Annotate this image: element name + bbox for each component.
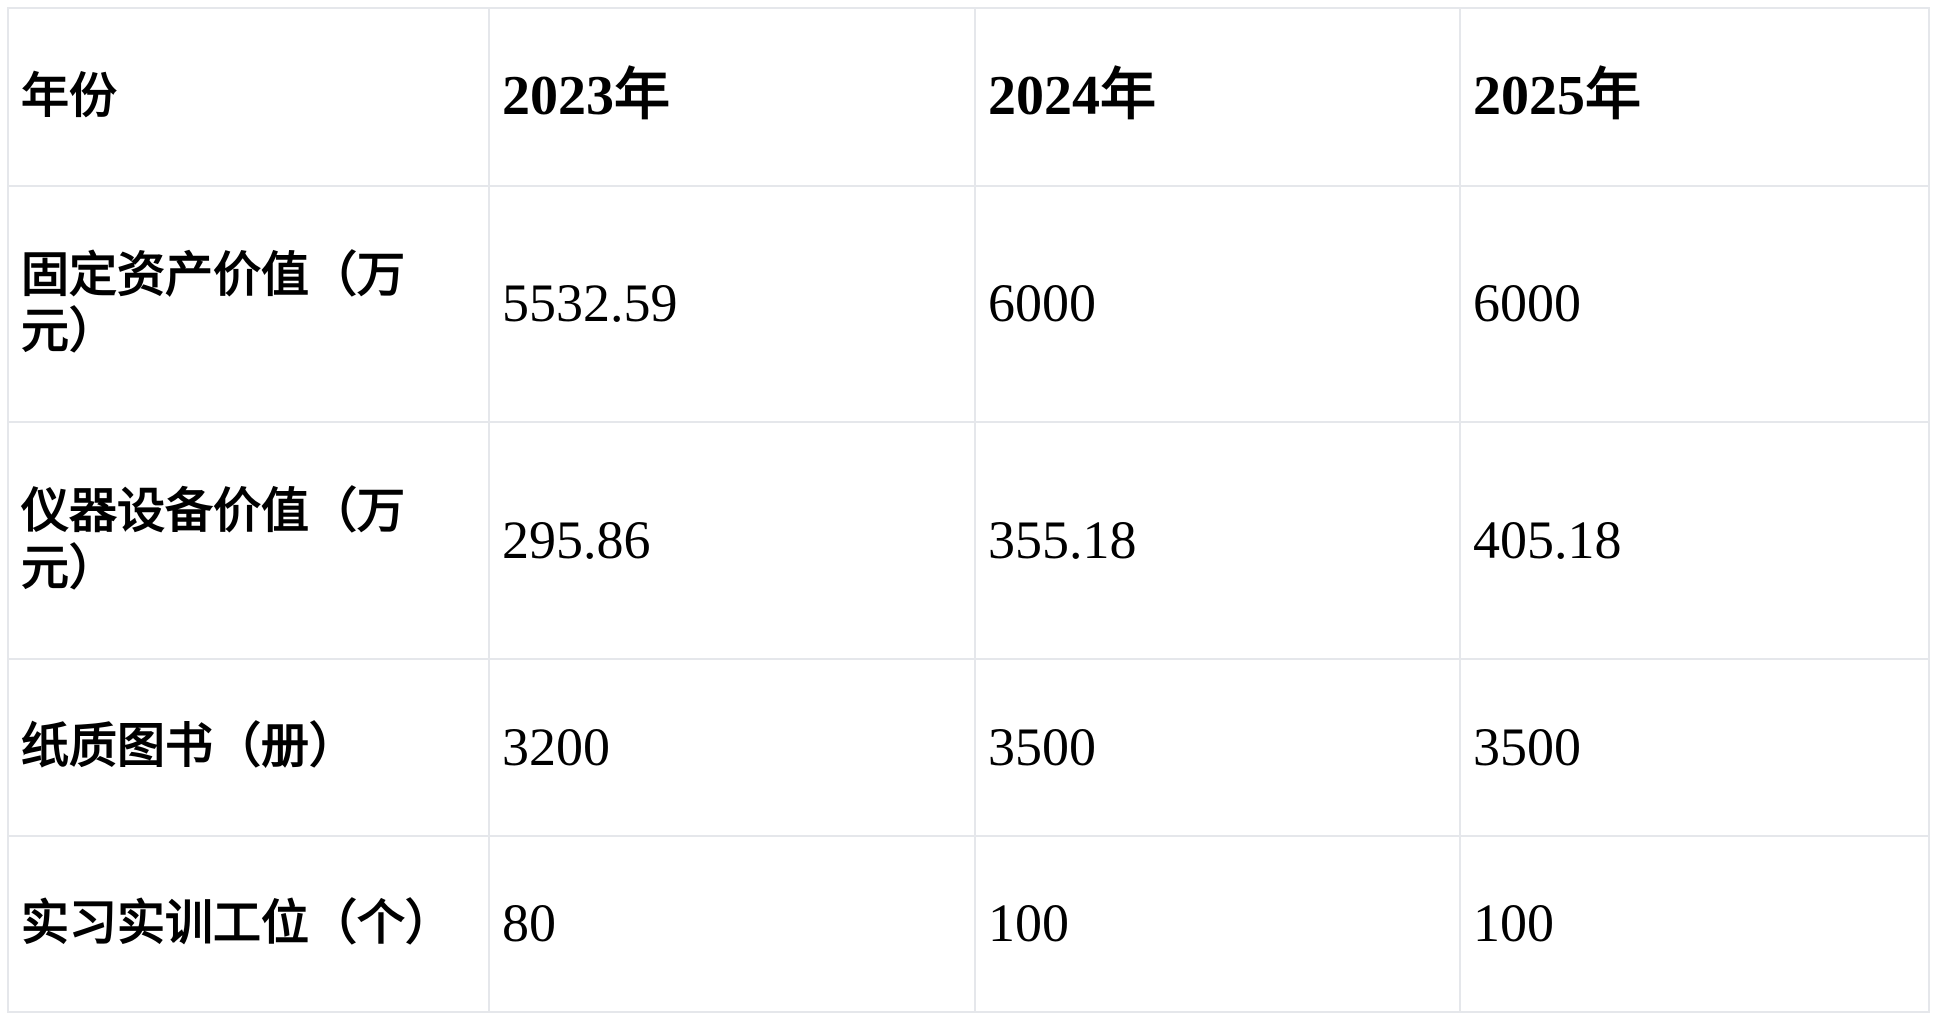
- value-cell: 3500: [1459, 658, 1930, 837]
- assets-by-year-table: 年份 2023年 2024年 2025年 固定资产价值（万元） 5532.59 …: [7, 7, 1930, 1013]
- column-header-year-label: 年份: [7, 7, 490, 187]
- column-header-2023: 2023年: [488, 7, 976, 187]
- value-cell: 100: [1459, 835, 1930, 1013]
- row-header-equipment-value: 仪器设备价值（万元）: [7, 421, 490, 660]
- value-cell: 295.86: [488, 421, 976, 660]
- header-row: 年份 2023年 2024年 2025年: [7, 7, 1930, 187]
- table-row-training-workstations: 实习实训工位（个） 80 100 100: [7, 835, 1930, 1013]
- value-cell: 100: [974, 835, 1461, 1013]
- row-header-training-workstations: 实习实训工位（个）: [7, 835, 490, 1013]
- table-row-fixed-assets: 固定资产价值（万元） 5532.59 6000 6000: [7, 185, 1930, 423]
- value-cell: 355.18: [974, 421, 1461, 660]
- table-row-paper-books: 纸质图书（册） 3200 3500 3500: [7, 658, 1930, 837]
- row-header-fixed-assets: 固定资产价值（万元）: [7, 185, 490, 423]
- value-cell: 3500: [974, 658, 1461, 837]
- column-header-2024: 2024年: [974, 7, 1461, 187]
- value-cell: 6000: [974, 185, 1461, 423]
- row-header-paper-books: 纸质图书（册）: [7, 658, 490, 837]
- value-cell: 80: [488, 835, 976, 1013]
- value-cell: 6000: [1459, 185, 1930, 423]
- column-header-2025: 2025年: [1459, 7, 1930, 187]
- table-row-equipment-value: 仪器设备价值（万元） 295.86 355.18 405.18: [7, 421, 1930, 660]
- value-cell: 405.18: [1459, 421, 1930, 660]
- value-cell: 3200: [488, 658, 976, 837]
- value-cell: 5532.59: [488, 185, 976, 423]
